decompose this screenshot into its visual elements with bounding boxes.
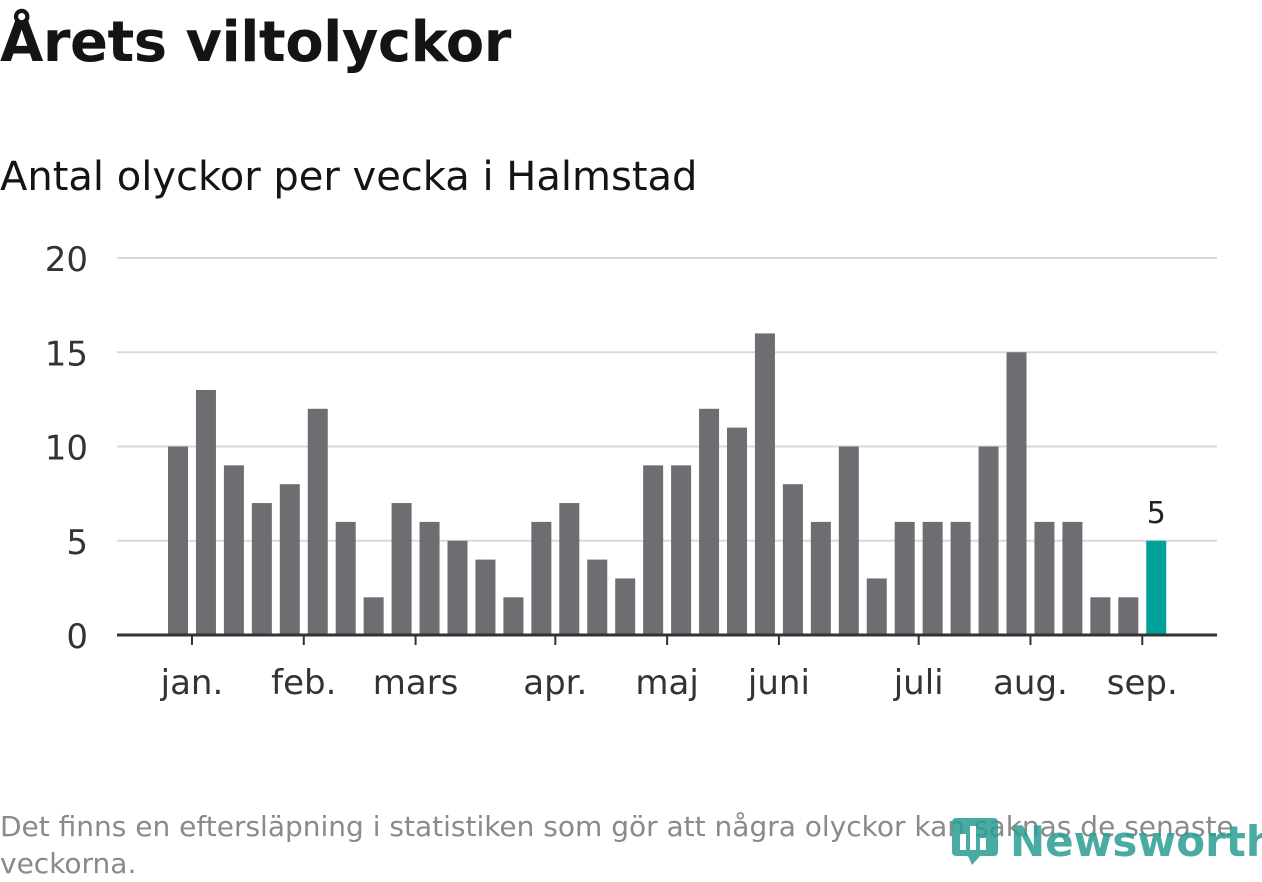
- bar-chart-bubble-icon: [952, 818, 998, 865]
- x-tick-label: feb.: [271, 663, 336, 703]
- bar: [866, 578, 887, 635]
- bar: [643, 465, 664, 635]
- bar: [168, 446, 188, 635]
- bar: [754, 333, 775, 635]
- bar: [503, 597, 524, 635]
- bar: [922, 521, 943, 635]
- bar: [251, 503, 272, 635]
- bar: [894, 521, 915, 635]
- bar: [559, 503, 580, 635]
- bar: [782, 484, 803, 635]
- bar: [699, 408, 720, 635]
- bar: [1118, 597, 1139, 635]
- bar: [279, 484, 300, 635]
- bar: [978, 446, 999, 635]
- bar: [363, 597, 384, 635]
- x-tick-label: mars: [373, 663, 459, 703]
- bar: [447, 540, 468, 635]
- chart-subtitle: Antal olyckor per vecka i Halmstad: [0, 154, 698, 200]
- bar: [335, 521, 356, 635]
- bar: [307, 408, 328, 635]
- x-tick-label: sep.: [1107, 663, 1178, 703]
- x-tick-label: apr.: [523, 663, 587, 703]
- y-tick-label: 10: [45, 429, 88, 469]
- y-tick-label: 5: [66, 523, 88, 563]
- bar: [1090, 597, 1111, 635]
- y-tick-label: 0: [66, 617, 88, 657]
- bar: [1006, 352, 1027, 635]
- bar: [419, 521, 440, 635]
- bar: [391, 503, 412, 635]
- bar: [587, 559, 608, 635]
- y-tick-label: 20: [45, 240, 88, 280]
- x-tick-label: juli: [893, 663, 944, 703]
- bar: [615, 578, 636, 635]
- bar: [838, 446, 859, 635]
- bar: [671, 465, 692, 635]
- bar: [727, 427, 747, 635]
- data-label: 5: [1147, 496, 1166, 531]
- bar: [475, 559, 496, 635]
- x-tick-label: aug.: [993, 663, 1068, 703]
- bar: [195, 389, 216, 635]
- bar: [223, 465, 244, 635]
- footnote: Det finns en eftersläpning i statistiken…: [0, 810, 1234, 880]
- bar: [1034, 521, 1055, 635]
- x-tick-label: juni: [747, 663, 810, 703]
- bar: [1146, 540, 1167, 635]
- x-tick-label: jan.: [160, 663, 224, 703]
- bar: [950, 521, 971, 635]
- x-tick-label: maj: [635, 663, 698, 703]
- bar: [531, 521, 552, 635]
- brand-name: Newsworthy: [1010, 816, 1262, 866]
- bar: [1062, 521, 1083, 635]
- bar: [810, 521, 831, 635]
- y-tick-label: 15: [45, 334, 88, 374]
- page-title: Årets viltolyckor: [0, 10, 511, 75]
- newsworthy-logo: Newsworthy: [950, 816, 1262, 866]
- bar-chart: 0 5 10 15 20 5 jan. feb. mars apr. maj juni juli aug.…: [45, 240, 1217, 703]
